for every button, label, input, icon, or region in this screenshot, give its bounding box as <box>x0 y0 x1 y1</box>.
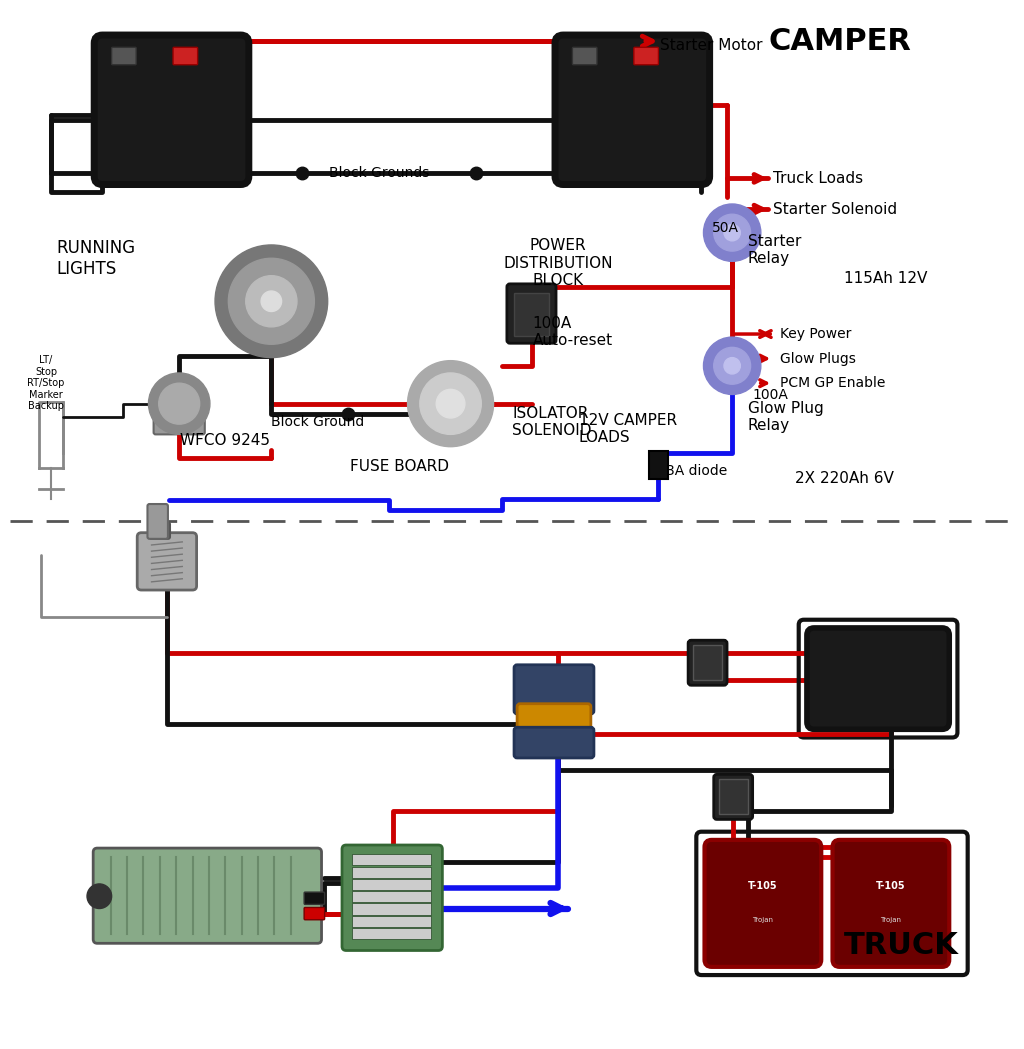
FancyBboxPatch shape <box>147 504 168 539</box>
Text: 12V CAMPER
LOADS: 12V CAMPER LOADS <box>579 413 677 446</box>
FancyBboxPatch shape <box>572 47 597 65</box>
FancyBboxPatch shape <box>352 866 431 878</box>
FancyBboxPatch shape <box>150 522 170 539</box>
FancyBboxPatch shape <box>517 704 591 736</box>
FancyBboxPatch shape <box>352 891 431 902</box>
FancyBboxPatch shape <box>514 727 594 758</box>
Circle shape <box>714 347 751 384</box>
Text: POWER
DISTRIBUTION
BLOCK: POWER DISTRIBUTION BLOCK <box>504 238 612 288</box>
FancyBboxPatch shape <box>352 916 431 927</box>
Text: 3A diode: 3A diode <box>666 465 727 478</box>
FancyBboxPatch shape <box>555 35 710 185</box>
Circle shape <box>724 358 740 374</box>
Circle shape <box>436 389 465 418</box>
Circle shape <box>703 204 761 261</box>
Text: Trojan: Trojan <box>881 917 901 923</box>
FancyBboxPatch shape <box>693 645 722 680</box>
Circle shape <box>159 383 200 424</box>
Circle shape <box>724 224 740 241</box>
Circle shape <box>714 214 751 251</box>
FancyBboxPatch shape <box>137 533 197 590</box>
FancyBboxPatch shape <box>507 284 556 343</box>
Text: WFCO 9245: WFCO 9245 <box>180 433 270 448</box>
Circle shape <box>246 276 297 327</box>
FancyBboxPatch shape <box>649 451 668 479</box>
FancyBboxPatch shape <box>833 840 949 967</box>
Text: Starter
Relay: Starter Relay <box>748 234 801 266</box>
Text: 100A: 100A <box>753 388 788 403</box>
Text: RUNNING
LIGHTS: RUNNING LIGHTS <box>56 239 135 278</box>
Text: 2X 220Ah 6V: 2X 220Ah 6V <box>796 471 894 486</box>
Circle shape <box>148 373 210 434</box>
FancyBboxPatch shape <box>719 779 748 814</box>
FancyBboxPatch shape <box>112 47 136 65</box>
FancyBboxPatch shape <box>514 665 594 714</box>
Circle shape <box>420 373 481 434</box>
FancyBboxPatch shape <box>514 293 549 336</box>
Circle shape <box>703 337 761 394</box>
Text: Block Grounds: Block Grounds <box>329 167 429 180</box>
FancyBboxPatch shape <box>634 47 658 65</box>
Circle shape <box>215 245 328 358</box>
FancyBboxPatch shape <box>688 640 727 685</box>
FancyBboxPatch shape <box>807 628 949 729</box>
FancyBboxPatch shape <box>714 774 753 819</box>
FancyBboxPatch shape <box>304 892 325 904</box>
Text: 50A: 50A <box>712 220 738 235</box>
FancyBboxPatch shape <box>352 854 431 865</box>
Circle shape <box>261 291 282 312</box>
Text: Starter Solenoid: Starter Solenoid <box>773 201 897 216</box>
Text: Trojan: Trojan <box>753 917 773 923</box>
FancyBboxPatch shape <box>173 47 198 65</box>
Text: LT/
Stop
RT/Stop
Marker
Backup: LT/ Stop RT/Stop Marker Backup <box>28 355 65 411</box>
FancyBboxPatch shape <box>342 845 442 950</box>
FancyBboxPatch shape <box>352 879 431 890</box>
FancyBboxPatch shape <box>352 903 431 915</box>
Text: T-105: T-105 <box>877 881 905 892</box>
FancyBboxPatch shape <box>304 907 325 920</box>
Text: Starter Motor: Starter Motor <box>660 38 763 52</box>
FancyBboxPatch shape <box>94 35 249 185</box>
Text: FUSE BOARD: FUSE BOARD <box>350 458 449 474</box>
Circle shape <box>228 258 314 344</box>
Text: T-105: T-105 <box>749 881 777 892</box>
Text: 115Ah 12V: 115Ah 12V <box>844 272 928 286</box>
FancyBboxPatch shape <box>705 840 821 967</box>
Text: Truck Loads: Truck Loads <box>773 171 863 186</box>
Text: Block Ground: Block Ground <box>270 415 365 429</box>
FancyBboxPatch shape <box>352 928 431 939</box>
Text: TRUCK: TRUCK <box>844 930 958 960</box>
Circle shape <box>87 884 112 908</box>
Text: CAMPER: CAMPER <box>768 26 911 56</box>
Text: Glow Plug
Relay: Glow Plug Relay <box>748 401 823 433</box>
FancyBboxPatch shape <box>93 848 322 943</box>
Text: PCM GP Enable: PCM GP Enable <box>780 377 886 390</box>
Text: 100A
Auto-reset: 100A Auto-reset <box>532 316 612 348</box>
FancyBboxPatch shape <box>154 402 205 434</box>
Text: Key Power: Key Power <box>780 327 852 341</box>
Text: ISOLATOR
SOLENOID: ISOLATOR SOLENOID <box>512 406 592 438</box>
Circle shape <box>408 361 494 447</box>
Text: Glow Plugs: Glow Plugs <box>780 351 856 366</box>
